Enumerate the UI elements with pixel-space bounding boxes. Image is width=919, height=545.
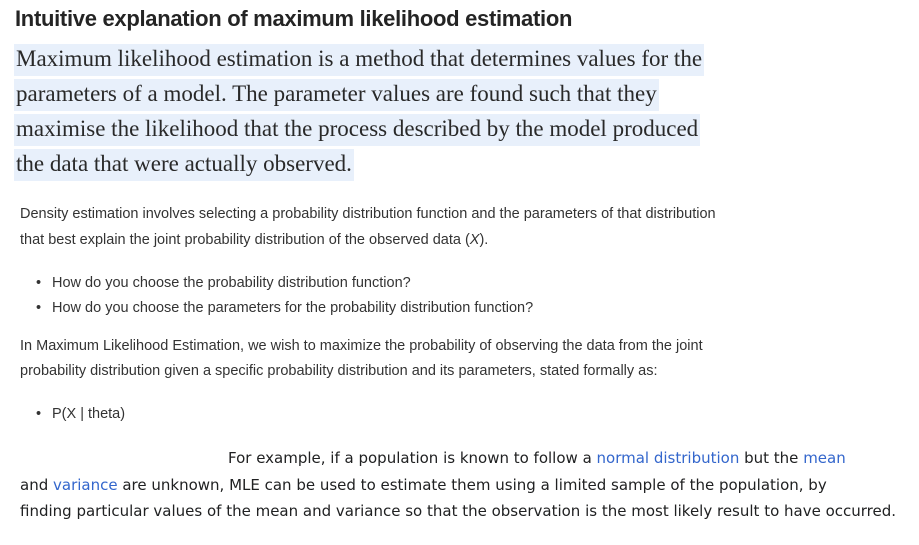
density-line: that best explain the joint probability … (20, 232, 488, 248)
density-line: Density estimation involves selecting a … (20, 206, 716, 222)
lead-line: maximise the likelihood that the process… (14, 114, 701, 146)
density-text: ). (479, 232, 489, 248)
list-item: • How do you choose the probability distr… (36, 275, 411, 291)
lead-line: the data that were actually observed. (14, 149, 354, 181)
variable-x: X (469, 232, 480, 248)
list-item: • How do you choose the parameters for th… (36, 300, 533, 316)
lead-line: Maximum likelihood estimation is a metho… (14, 44, 705, 76)
density-text: that best explain the joint probability … (20, 232, 470, 248)
list-item-text: How do you choose the parameters for the… (52, 300, 534, 316)
lead-line: parameters of a model. The parameter val… (14, 79, 659, 111)
bullet-icon: • (36, 275, 42, 291)
mle-line: probability distribution given a specifi… (20, 363, 658, 379)
example-line: For example, if a population is known to… (228, 449, 846, 467)
example-line: and variance are unknown, MLE can be use… (20, 476, 827, 494)
mean-link[interactable]: mean (803, 449, 846, 467)
example-text: For example, if a population is known to… (228, 449, 597, 467)
mle-line: In Maximum Likelihood Estimation, we wis… (20, 338, 703, 354)
example-text: but the (739, 449, 804, 467)
normal-distribution-link[interactable]: normal distribution (596, 449, 740, 467)
bullet-icon: • (36, 300, 42, 316)
bullet-icon: • (36, 406, 42, 422)
example-line: finding particular values of the mean an… (20, 502, 897, 520)
list-item-text: How do you choose the probability distri… (52, 275, 411, 291)
example-text: and (20, 476, 53, 494)
example-text: are unknown, MLE can be used to estimate… (117, 476, 827, 494)
variance-link[interactable]: variance (53, 476, 118, 494)
page-title: Intuitive explanation of maximum likelih… (15, 6, 573, 31)
list-item-text: P(X | theta) (52, 406, 126, 422)
list-item: • P(X | theta) (36, 406, 125, 422)
